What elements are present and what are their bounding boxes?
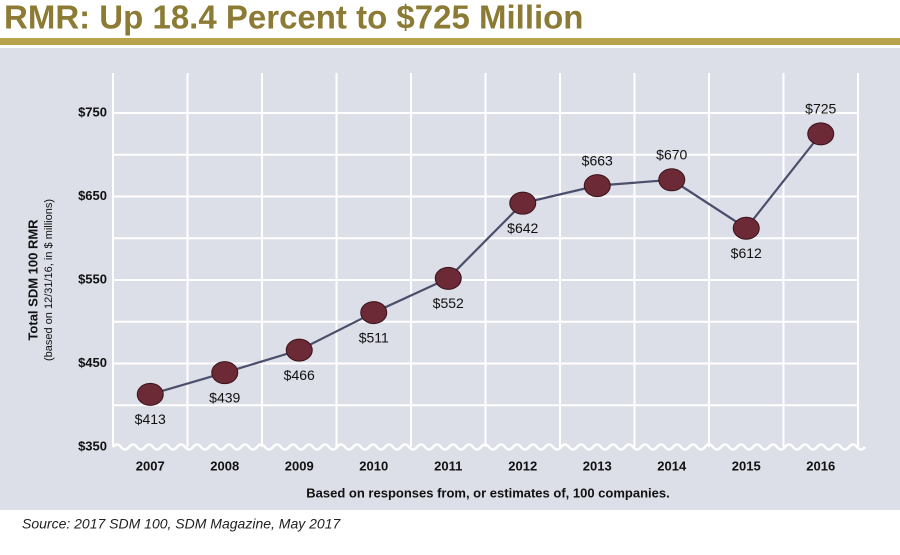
y-axis-title: Total SDM 100 RMR (based on 12/31/16, in… bbox=[25, 199, 54, 361]
x-tick-label: 2014 bbox=[657, 458, 687, 473]
x-tick-label: 2016 bbox=[806, 458, 835, 473]
x-tick-label: 2009 bbox=[285, 458, 314, 473]
data-label: $642 bbox=[507, 220, 538, 236]
chart-title: RMR: Up 18.4 Percent to $725 Million bbox=[4, 0, 583, 36]
y-tick-label: $550 bbox=[78, 271, 107, 286]
data-label: $552 bbox=[433, 295, 464, 311]
data-point bbox=[807, 122, 835, 146]
data-point bbox=[732, 216, 760, 240]
x-tick-label: 2012 bbox=[508, 458, 537, 473]
y-axis-sublabel: (based on 12/31/16, in $ millions) bbox=[43, 199, 55, 361]
x-tick-label: 2015 bbox=[732, 458, 761, 473]
y-tick-label: $350 bbox=[78, 438, 107, 453]
x-tick-label: 2011 bbox=[434, 458, 462, 473]
x-tick-label: 2013 bbox=[583, 458, 612, 473]
data-point bbox=[434, 266, 462, 290]
y-tick-label: $450 bbox=[78, 355, 107, 370]
data-label: $511 bbox=[359, 329, 389, 345]
y-tick-label: $750 bbox=[78, 104, 107, 119]
data-label: $612 bbox=[731, 245, 762, 261]
data-point bbox=[583, 174, 611, 198]
data-point bbox=[211, 361, 239, 385]
data-label: $439 bbox=[209, 389, 240, 405]
data-line bbox=[149, 133, 822, 396]
axis-break bbox=[112, 443, 866, 451]
title-rule bbox=[0, 38, 900, 45]
data-point bbox=[285, 338, 313, 362]
data-point bbox=[136, 382, 164, 406]
y-tick-label: $650 bbox=[78, 188, 107, 203]
x-tick-label: 2007 bbox=[136, 458, 165, 473]
data-label: $670 bbox=[656, 147, 687, 163]
x-axis-label: Based on responses from, or estimates of… bbox=[306, 485, 669, 500]
data-label: $413 bbox=[135, 411, 166, 427]
data-label: $466 bbox=[284, 367, 315, 383]
y-axis-label: Total SDM 100 RMR bbox=[25, 219, 40, 341]
data-point bbox=[360, 301, 388, 325]
x-tick-label: 2010 bbox=[359, 458, 388, 473]
x-tick-label: 2008 bbox=[210, 458, 239, 473]
data-label: $725 bbox=[805, 101, 836, 117]
data-point bbox=[658, 168, 686, 192]
data-label: $663 bbox=[582, 152, 613, 168]
data-point bbox=[509, 191, 537, 215]
source-note: Source: 2017 SDM 100, SDM Magazine, May … bbox=[22, 516, 341, 532]
